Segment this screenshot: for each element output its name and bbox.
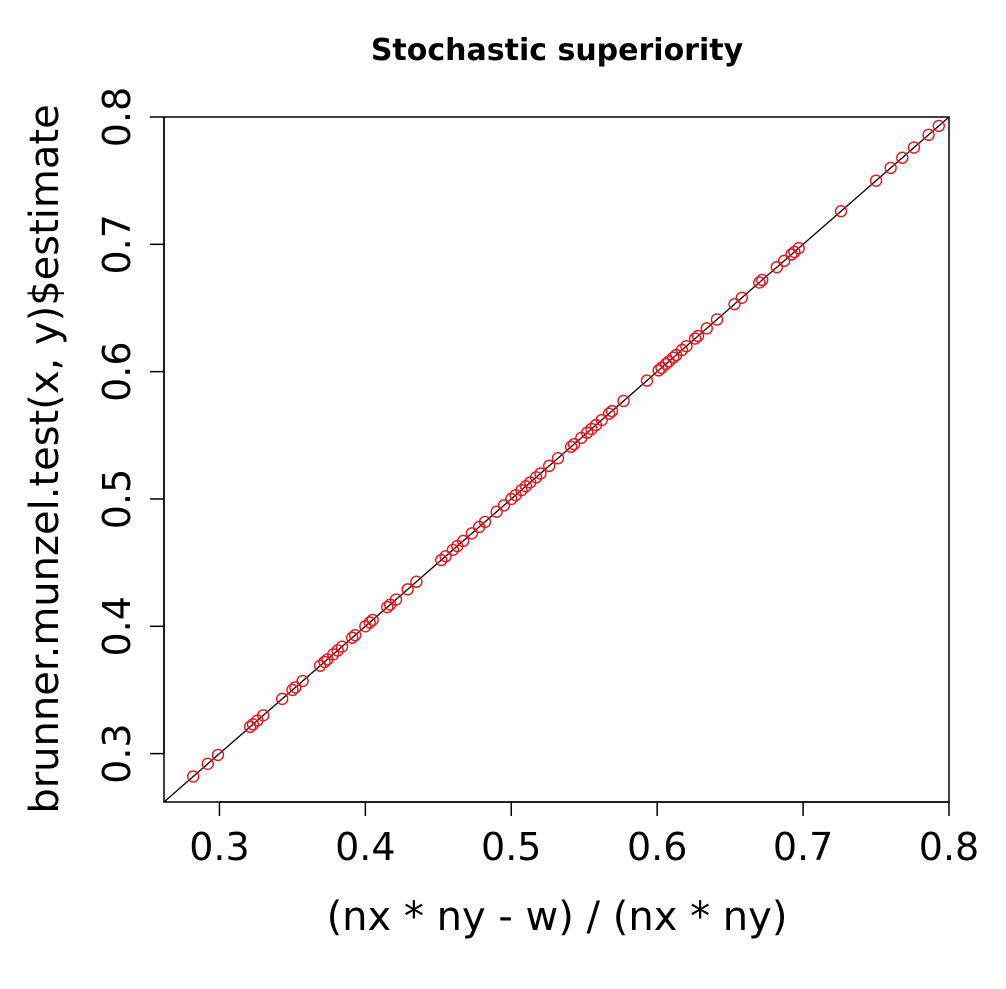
data-point	[327, 648, 340, 661]
data-point	[922, 128, 935, 142]
data-point	[366, 613, 379, 627]
data-point	[348, 629, 362, 642]
y-tick-label: 0.6	[95, 341, 139, 401]
data-point	[246, 718, 260, 731]
y-tick-label: 0.3	[95, 723, 139, 783]
data-point	[777, 254, 791, 268]
data-point	[381, 600, 394, 614]
data-point	[211, 748, 225, 762]
data-point	[410, 575, 423, 588]
data-point	[617, 394, 630, 408]
data-point	[567, 438, 581, 451]
x-tick-label: 0.6	[627, 825, 687, 869]
data-point	[564, 440, 578, 453]
data-point	[497, 499, 511, 512]
x-tick-label: 0.3	[189, 825, 249, 869]
data-point	[602, 407, 616, 420]
data-point	[728, 297, 741, 311]
x-axis-label: (nx * ny - w) / (nx * ny)	[327, 894, 788, 940]
x-tick-label: 0.5	[481, 825, 541, 869]
data-point	[551, 452, 565, 465]
data-point	[675, 343, 689, 357]
data-point	[296, 674, 309, 688]
y-axis-label: brunner.munzel.test(x, y)$estimate	[22, 104, 68, 813]
data-point	[401, 583, 414, 596]
data-point	[792, 241, 805, 255]
data-point	[456, 534, 470, 548]
x-tick-label: 0.4	[335, 825, 395, 869]
data-point	[275, 692, 289, 706]
data-point	[585, 422, 598, 436]
y-tick-label: 0.5	[95, 469, 139, 529]
data-point	[884, 161, 897, 175]
points-layer	[186, 119, 945, 783]
x-tick-label: 0.7	[773, 825, 833, 869]
y-tick-label: 0.4	[95, 596, 139, 656]
data-point	[667, 351, 680, 364]
data-point	[655, 361, 668, 375]
data-point	[318, 655, 331, 669]
data-point	[286, 683, 299, 697]
data-point	[331, 644, 344, 657]
data-point	[519, 480, 533, 493]
data-point	[490, 505, 503, 518]
data-point	[680, 339, 693, 353]
data-point	[580, 426, 594, 439]
data-point	[446, 543, 460, 557]
data-point	[529, 471, 543, 484]
data-point	[907, 141, 921, 154]
data-point	[770, 261, 784, 274]
data-point	[896, 151, 909, 164]
data-point	[756, 273, 769, 287]
data-point	[788, 245, 801, 259]
data-point	[201, 757, 214, 771]
data-point	[710, 313, 724, 326]
x-axis: 0.3 0.4 0.5 0.6 0.7 0.8	[189, 801, 979, 869]
data-point	[543, 459, 556, 473]
data-point	[932, 119, 945, 133]
data-point	[435, 553, 448, 567]
data-point	[439, 550, 452, 563]
reference-line-layer	[163, 116, 950, 803]
y-tick-label: 0.7	[95, 214, 139, 274]
data-point	[652, 364, 665, 377]
data-point	[753, 276, 766, 289]
data-point	[359, 620, 372, 633]
data-point	[243, 720, 257, 734]
data-point	[869, 174, 883, 187]
y-axis: 0.3 0.4 0.5 0.6 0.7 0.8	[95, 87, 165, 784]
data-point	[505, 492, 518, 506]
data-point	[534, 467, 547, 480]
data-point	[389, 593, 403, 606]
data-point	[662, 355, 676, 368]
data-point	[691, 329, 705, 343]
data-point	[688, 332, 702, 345]
data-point	[605, 404, 619, 418]
data-point	[257, 709, 270, 722]
identity-line	[163, 116, 950, 803]
data-point	[785, 248, 798, 261]
data-point	[465, 527, 479, 540]
data-point	[735, 291, 749, 304]
data-point	[478, 515, 492, 529]
data-point	[346, 631, 359, 644]
x-tick-label: 0.8	[919, 825, 979, 869]
data-point	[834, 205, 848, 218]
y-tick-label: 0.8	[95, 87, 139, 147]
data-point	[595, 413, 608, 427]
data-point	[515, 483, 528, 497]
data-point	[313, 659, 327, 672]
data-point	[363, 616, 376, 629]
data-point	[335, 640, 349, 653]
data-point	[659, 357, 673, 371]
data-point	[186, 770, 200, 783]
data-point	[700, 322, 713, 335]
chart-title: Stochastic superiority	[371, 33, 744, 68]
data-point	[640, 374, 654, 387]
data-point	[289, 681, 302, 694]
